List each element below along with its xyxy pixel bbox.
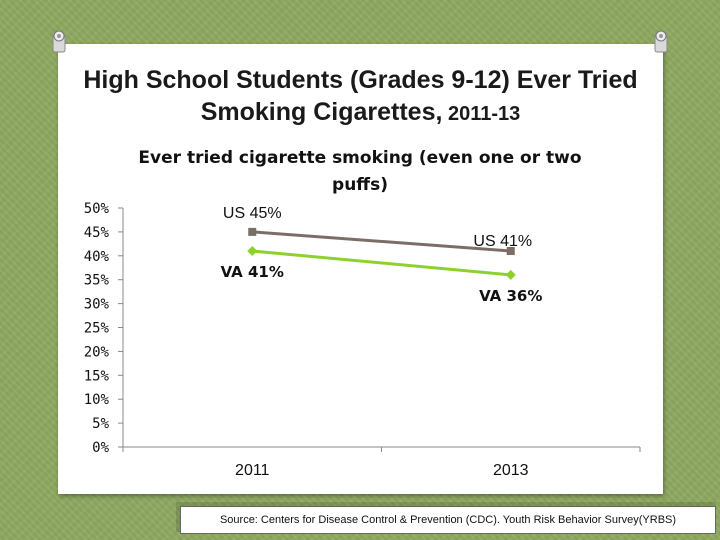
va-data-label: VA 41% [221,263,284,281]
y-tick-label: 5% [92,416,109,432]
y-tick-label: 50% [84,201,110,217]
slide-paper [58,44,663,494]
us-point [248,227,257,236]
va-point [505,269,516,280]
y-tick-label: 25% [84,321,110,337]
x-tick-label: 2013 [493,462,529,479]
va-point [247,246,258,257]
y-tick-label: 35% [84,273,110,289]
x-tick-label: 2011 [235,462,270,479]
pin-left-icon [52,30,66,53]
y-tick-label: 40% [84,249,110,265]
va-series-line [252,249,511,277]
y-tick-label: 10% [84,392,110,408]
chart-axes: 0% 5% 10% 15% 20% 25% 30% 35% 40% 45% 50% 2011 2013 [84,201,641,479]
us-point [506,247,515,256]
chart-title-line-1: Ever tried cigarette smoking (even one o… [138,148,581,168]
chart-title-line-2: puffs) [332,175,388,195]
y-tick-label: 20% [84,344,110,360]
y-tick-label: 30% [84,297,110,313]
slide-title: High School Students (Grades 9-12) Ever … [58,64,663,130]
source-note: Source: Centers for Disease Control & Pr… [180,506,716,534]
us-data-label: US 41% [473,233,532,250]
y-tick-label: 15% [84,368,110,384]
chart-data-labels: US 45% US 41% VA 41% VA 36% [221,205,543,305]
pin-right-icon [654,30,668,53]
y-tick-label: 0% [92,440,109,456]
slide-title-years: 2011-13 [442,103,521,125]
slide-title-main: High School Students (Grades 9-12) Ever … [83,66,638,126]
y-tick-label: 45% [84,225,110,241]
chart-series [247,227,516,280]
va-data-label: VA 36% [479,287,542,305]
us-series-line [252,230,511,253]
us-data-label: US 45% [223,205,282,222]
